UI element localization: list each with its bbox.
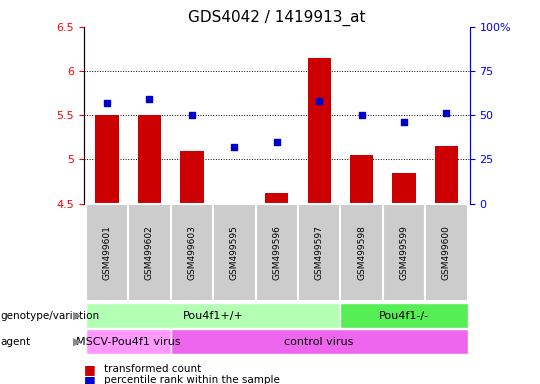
- Text: GSM499602: GSM499602: [145, 225, 154, 280]
- Point: [442, 110, 451, 116]
- FancyBboxPatch shape: [255, 204, 298, 301]
- Point: [230, 144, 239, 150]
- Bar: [180, 151, 204, 204]
- Text: ▶: ▶: [72, 311, 81, 321]
- Text: GSM499599: GSM499599: [400, 225, 409, 280]
- FancyBboxPatch shape: [340, 204, 383, 301]
- FancyBboxPatch shape: [171, 329, 468, 354]
- FancyBboxPatch shape: [340, 303, 468, 328]
- Bar: [350, 155, 373, 204]
- Text: Pou4f1+/+: Pou4f1+/+: [183, 311, 244, 321]
- FancyBboxPatch shape: [171, 204, 213, 301]
- Bar: [307, 58, 331, 204]
- Point: [145, 96, 154, 103]
- Bar: [96, 115, 119, 204]
- Text: GSM499595: GSM499595: [230, 225, 239, 280]
- Bar: [393, 173, 416, 204]
- FancyBboxPatch shape: [86, 303, 340, 328]
- FancyBboxPatch shape: [298, 204, 340, 301]
- Point: [103, 100, 111, 106]
- Bar: [435, 146, 458, 204]
- Text: GSM499598: GSM499598: [357, 225, 366, 280]
- FancyBboxPatch shape: [86, 204, 129, 301]
- FancyBboxPatch shape: [383, 204, 426, 301]
- Text: GSM499596: GSM499596: [272, 225, 281, 280]
- Point: [187, 112, 196, 118]
- Text: percentile rank within the sample: percentile rank within the sample: [104, 375, 280, 384]
- Text: agent: agent: [0, 336, 30, 347]
- FancyBboxPatch shape: [213, 204, 255, 301]
- Text: GSM499597: GSM499597: [315, 225, 323, 280]
- Text: ▶: ▶: [72, 336, 81, 347]
- FancyBboxPatch shape: [426, 204, 468, 301]
- Text: GSM499600: GSM499600: [442, 225, 451, 280]
- Text: control virus: control virus: [285, 336, 354, 347]
- Point: [400, 119, 408, 125]
- Text: ■: ■: [84, 363, 96, 376]
- Text: GSM499601: GSM499601: [103, 225, 112, 280]
- Bar: [222, 203, 246, 204]
- Text: genotype/variation: genotype/variation: [0, 311, 99, 321]
- Text: ■: ■: [84, 374, 96, 384]
- Text: GSM499603: GSM499603: [187, 225, 197, 280]
- Point: [315, 98, 323, 104]
- Text: Pou4f1-/-: Pou4f1-/-: [379, 311, 429, 321]
- Text: transformed count: transformed count: [104, 364, 201, 374]
- FancyBboxPatch shape: [86, 329, 171, 354]
- Point: [357, 112, 366, 118]
- Text: MSCV-Pou4f1 virus: MSCV-Pou4f1 virus: [76, 336, 180, 347]
- Title: GDS4042 / 1419913_at: GDS4042 / 1419913_at: [188, 9, 366, 25]
- Point: [273, 139, 281, 145]
- FancyBboxPatch shape: [129, 204, 171, 301]
- Bar: [138, 115, 161, 204]
- Bar: [265, 193, 288, 204]
